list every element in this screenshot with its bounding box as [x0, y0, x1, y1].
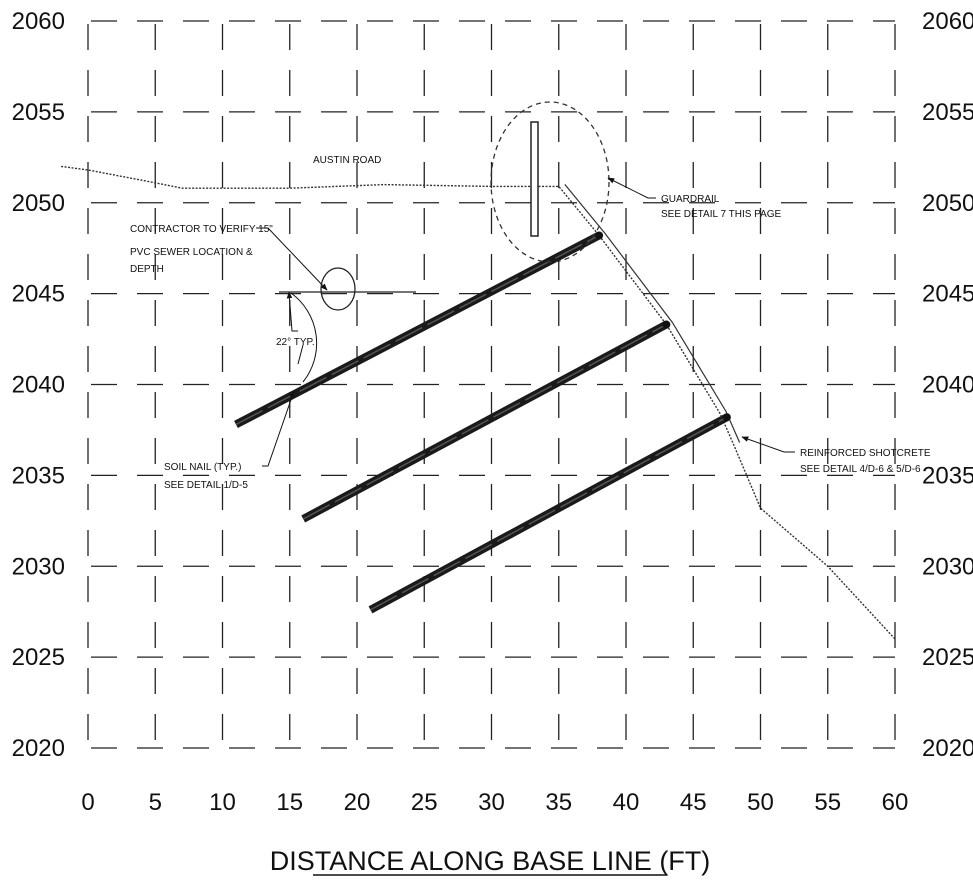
- x-tick-label: 60: [882, 789, 909, 816]
- x-tick-label: 30: [478, 789, 505, 816]
- guardrail-label: GUARDRAIL: [661, 194, 720, 205]
- y-tick-label-left: 2035: [12, 462, 65, 489]
- shotcrete-label: REINFORCED SHOTCRETE: [800, 448, 931, 459]
- soil-nail-detail-label: SEE DETAIL 1/D-5: [164, 480, 248, 491]
- soil-nail-head: [595, 231, 604, 240]
- y-tick-label-right: 2035: [922, 462, 973, 489]
- y-tick-label-right: 2045: [922, 281, 973, 308]
- y-tick-label-left: 2020: [12, 735, 65, 762]
- x-axis-title: DISTANCE ALONG BASE LINE (FT): [270, 846, 711, 876]
- y-tick-label-left: 2025: [12, 644, 65, 671]
- x-tick-label: 55: [814, 789, 841, 816]
- sewer-label-line3: DEPTH: [130, 264, 164, 275]
- x-tick-label: 20: [344, 789, 371, 816]
- angle-label: 22° TYP.: [276, 337, 315, 348]
- ground-profile-line: [61, 165, 896, 640]
- x-tick-label: 45: [680, 789, 707, 816]
- x-tick-labels: 0 5 10 15 20 25 30 35 40 45 50 55 60: [81, 789, 908, 816]
- y-tick-label-right: 2050: [922, 190, 973, 217]
- shotcrete-facing: [564, 184, 741, 443]
- y-tick-label-right: 2025: [922, 644, 973, 671]
- sewer-label-line1: CONTRACTOR TO VERIFY 15": [130, 224, 273, 235]
- y-tick-label-right: 2020: [922, 735, 973, 762]
- soil-nail-label: SOIL NAIL (TYP.): [164, 462, 241, 473]
- y-tick-label-right: 2060: [922, 8, 973, 35]
- x-tick-label: 35: [545, 789, 572, 816]
- guardrail-detail-label: SEE DETAIL 7 THIS PAGE: [661, 209, 782, 220]
- shotcrete-detail-label: SEE DETAIL 4/D-6 & 5/D-6: [800, 464, 921, 475]
- sewer-leader: [256, 227, 328, 291]
- soil-nail-core: [235, 234, 600, 426]
- guardrail-leader: [607, 177, 656, 199]
- sewer-label-line2: PVC SEWER LOCATION &: [130, 247, 253, 258]
- guardrail-post: [530, 121, 539, 237]
- y-tick-labels-right: 2060 2055 2050 2045 2040 2035 2030 2025 2020: [922, 8, 973, 762]
- angle-leader: [286, 291, 298, 332]
- y-tick-labels-left: 2060 2055 2050 2045 2040 2035 2030 2025 2020: [12, 8, 65, 762]
- soil-nail-leader: [262, 390, 295, 467]
- x-tick-label: 10: [209, 789, 236, 816]
- y-tick-label-right: 2055: [922, 99, 973, 126]
- soil-nail-core: [302, 323, 667, 520]
- y-tick-label-left: 2030: [12, 553, 65, 580]
- soil-nails: [234, 231, 731, 614]
- angle-leader-to-arc: [297, 344, 304, 365]
- x-tick-label: 40: [613, 789, 640, 816]
- dashed-grid: [87, 20, 896, 749]
- y-tick-label-left: 2055: [12, 99, 65, 126]
- soil-nail-head: [722, 413, 731, 422]
- x-tick-label: 25: [411, 789, 438, 816]
- soil-nail-core: [370, 416, 728, 611]
- y-tick-label-left: 2045: [12, 281, 65, 308]
- y-tick-label-left: 2040: [12, 372, 65, 399]
- x-tick-label: 5: [149, 789, 162, 816]
- y-tick-label-left: 2050: [12, 190, 65, 217]
- x-tick-label: 0: [81, 789, 94, 816]
- y-tick-label-right: 2040: [922, 372, 973, 399]
- y-tick-label-left: 2060: [12, 8, 65, 35]
- angle-arc: [290, 292, 318, 383]
- soil-nail-head: [662, 320, 671, 329]
- x-tick-label: 50: [747, 789, 774, 816]
- x-tick-label: 15: [276, 789, 303, 816]
- y-tick-label-right: 2030: [922, 553, 973, 580]
- road-label: AUSTIN ROAD: [313, 155, 381, 166]
- shotcrete-leader: [741, 436, 795, 453]
